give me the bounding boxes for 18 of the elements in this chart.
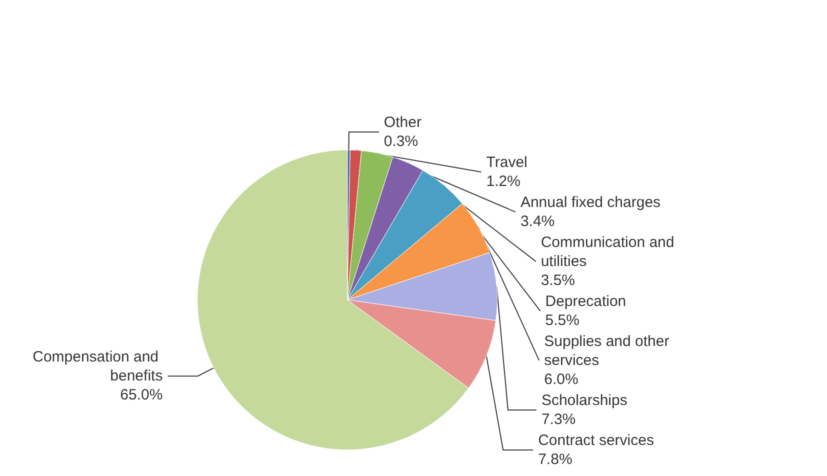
data-label: 5.5% xyxy=(545,312,580,329)
slice-label: Travel xyxy=(486,154,528,171)
slice-label: Contract services xyxy=(538,432,654,449)
data-label: 1.2% xyxy=(486,172,520,190)
data-label: 7.8% xyxy=(538,450,572,468)
data-label: 3.4% xyxy=(520,212,555,230)
data-label: 3.5% xyxy=(540,272,576,289)
slice-label: Annual fixed charges xyxy=(520,194,661,211)
slice-label: Supplies and other services xyxy=(544,332,674,369)
data-label: 0.3% xyxy=(384,132,418,150)
slice-label: Other xyxy=(384,114,422,131)
slice-label: Deprecation xyxy=(545,292,626,310)
data-label: 7.3% xyxy=(541,410,576,428)
slice-label: Communication and utilities xyxy=(540,234,678,270)
data-label: 6.0% xyxy=(544,370,578,388)
data-label: 65.0% xyxy=(120,386,163,404)
slice-label: Compensation and benefits xyxy=(32,348,163,385)
slice-label: Scholarships xyxy=(541,392,628,409)
